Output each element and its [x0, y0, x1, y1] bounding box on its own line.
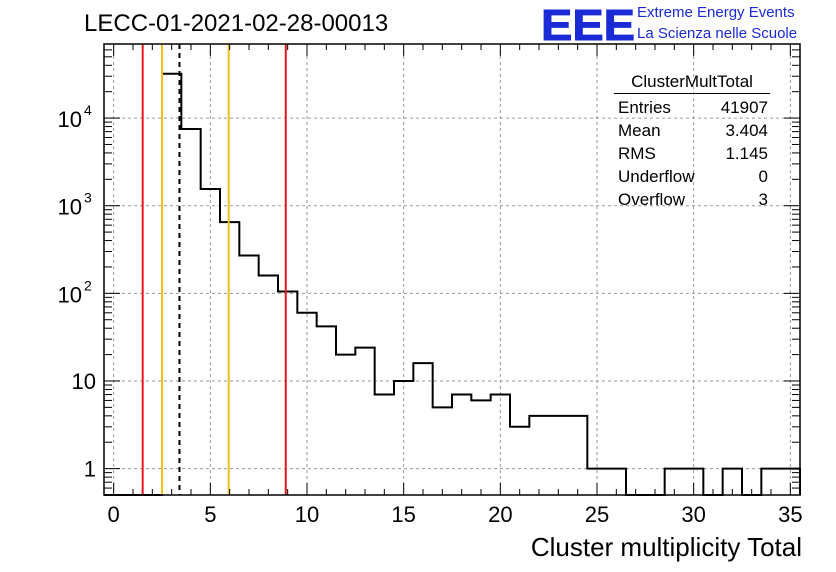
y-tick-label: 10	[72, 369, 96, 394]
x-tick-label: 10	[295, 502, 319, 527]
histogram-bin	[259, 275, 278, 495]
y-tick-label: 10	[58, 195, 82, 220]
stats-label: Mean	[618, 121, 661, 140]
histogram-bin	[336, 355, 355, 495]
stats-row-rms: RMS 1.145	[614, 142, 770, 165]
y-tick-exponent: 3	[84, 190, 92, 206]
histogram-bin	[239, 256, 258, 495]
stats-value: 3.404	[725, 121, 768, 140]
x-tick-label: 25	[585, 502, 609, 527]
histogram-bin	[297, 313, 316, 495]
stats-box: ClusterMultTotal Entries 41907 Mean 3.40…	[614, 72, 770, 211]
stats-row-overflow: Overflow 3	[614, 188, 770, 211]
histogram-bin	[452, 395, 471, 495]
logo-line-1: Extreme Energy Events	[637, 4, 795, 21]
x-tick-label: 30	[681, 502, 705, 527]
histogram-outline	[104, 72, 801, 496]
y-tick-label: 10	[58, 107, 82, 132]
stats-title: ClusterMultTotal	[614, 72, 770, 94]
histogram-bin	[355, 348, 374, 495]
stats-value: 0	[758, 167, 768, 186]
histogram-bin	[375, 395, 394, 495]
stats-row-entries: Entries 41907	[614, 96, 770, 119]
stats-value: 3	[758, 190, 768, 209]
stats-label: RMS	[618, 144, 656, 163]
histogram-bin	[471, 400, 490, 495]
y-tick-label: 10	[58, 282, 82, 307]
x-tick-label: 0	[108, 502, 120, 527]
eee-logo-icon: EEE	[541, 4, 636, 44]
stats-value: 41907	[720, 98, 768, 117]
x-tick-label: 5	[204, 502, 216, 527]
histogram-bin	[549, 416, 568, 495]
histogram-bin	[510, 427, 529, 495]
histogram-bin	[491, 395, 510, 495]
logo-line-2: La Scienza nelle Scuole	[637, 25, 798, 42]
y-tick-exponent: 2	[84, 277, 92, 293]
histogram-bin	[433, 407, 452, 495]
stats-row-mean: Mean 3.404	[614, 119, 770, 142]
histogram-bin	[201, 189, 220, 495]
y-tick-label: 1	[84, 457, 96, 482]
x-axis-label: Cluster multiplicity Total	[530, 532, 802, 562]
x-tick-label: 15	[391, 502, 415, 527]
stats-label: Entries	[618, 98, 671, 117]
histogram-bin	[181, 129, 200, 495]
histogram-bin	[394, 381, 413, 495]
stats-row-underflow: Underflow 0	[614, 165, 770, 188]
histogram-bin	[529, 416, 548, 495]
stats-label: Underflow	[618, 167, 695, 186]
x-tick-label: 35	[778, 502, 802, 527]
stats-value: 1.145	[725, 144, 768, 163]
chart-title: LECC-01-2021-02-28-00013	[84, 10, 389, 37]
histogram-bin	[568, 416, 587, 495]
logo-mark: EEE	[541, 4, 635, 44]
histogram-bin	[162, 74, 181, 495]
stats-label: Overflow	[618, 190, 686, 209]
histogram-bin	[413, 363, 432, 495]
histogram-bin	[278, 291, 297, 495]
plot-frame	[103, 43, 801, 496]
x-tick-label: 20	[488, 502, 512, 527]
histogram-bin	[317, 326, 336, 495]
y-tick-exponent: 4	[84, 102, 92, 118]
